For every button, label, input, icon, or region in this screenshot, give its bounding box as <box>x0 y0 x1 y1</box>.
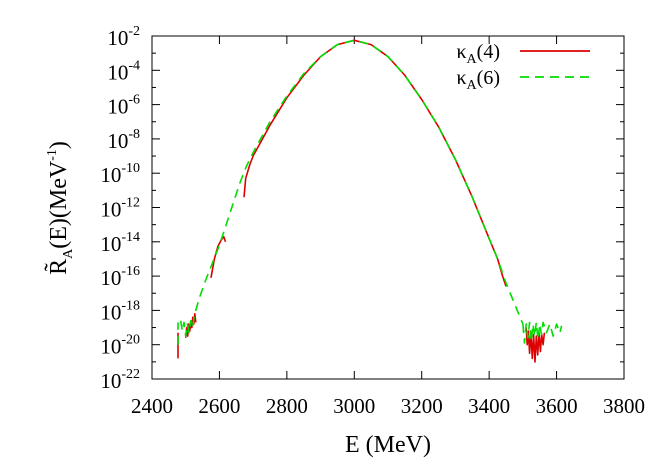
y-tick-label-base: 10 <box>100 369 121 393</box>
y-tick-label: 10-14 <box>100 230 140 256</box>
y-tick-label-exponent: -2 <box>128 24 140 39</box>
series-layer <box>177 39 563 363</box>
y-axis-title-main: R̃ <box>44 259 72 275</box>
y-axis-title-close: ) <box>46 141 72 149</box>
x-tick-label: 2400 <box>131 394 173 418</box>
y-tick-label-base: 10 <box>100 198 121 222</box>
y-tick-label-exponent: -20 <box>121 333 140 348</box>
y-tick-label-base: 10 <box>107 60 128 84</box>
y-tick-label-base: 10 <box>107 26 128 50</box>
y-tick-label: 10-22 <box>100 367 140 393</box>
y-axis-title-rest: (E)(MeV <box>46 160 72 249</box>
plot-frame <box>151 35 625 380</box>
y-tick-label-exponent: -6 <box>128 93 140 108</box>
y-tick-label-exponent: -18 <box>121 298 140 313</box>
y-tick-label-exponent: -22 <box>121 367 140 382</box>
legend-label-kappa6-main: κ <box>456 67 466 89</box>
y-tick-label: 10-20 <box>100 333 140 359</box>
series-kappa6-line <box>179 39 524 337</box>
y-tick-label-exponent: -12 <box>121 196 140 211</box>
legend-label-kappa6: κA(6) <box>456 67 500 93</box>
y-tick-label-base: 10 <box>100 232 121 256</box>
legend-label-kappa6-sub: A <box>467 78 478 93</box>
legend-label-kappa4-sub: A <box>467 52 478 67</box>
y-tick-label: 10-2 <box>107 24 140 50</box>
legend-label-kappa4-main: κ <box>456 41 466 63</box>
y-tick-label-base: 10 <box>100 266 121 290</box>
x-axis-title: E (MeV) <box>345 432 431 458</box>
axis-ticks: 2400 2600 2800 3000 3200 3400 3600 380010-210-4… <box>100 24 645 418</box>
x-tick-label: 3600 <box>536 394 578 418</box>
x-tick-label: 2800 <box>266 394 308 418</box>
x-tick-label: 3400 <box>468 394 510 418</box>
y-tick-label-exponent: -16 <box>121 264 140 279</box>
y-tick-label-exponent: -8 <box>128 127 140 142</box>
y-axis-title-sup: -1 <box>45 149 60 161</box>
series-kappa4-line <box>210 235 227 278</box>
y-tick-label: 10-10 <box>100 161 140 187</box>
y-tick-label-exponent: -4 <box>128 58 140 73</box>
series-kappa4-line <box>525 327 546 363</box>
y-tick-label: 10-12 <box>100 196 140 222</box>
legend-label-kappa4-rest: (4) <box>477 41 500 63</box>
y-tick-label-exponent: -14 <box>121 230 140 245</box>
y-axis-title: R̃A(E)(MeV-1) <box>44 141 76 275</box>
y-tick-label: 10-4 <box>107 58 140 84</box>
y-tick-label-base: 10 <box>100 335 121 359</box>
y-tick-label-exponent: -10 <box>121 161 140 176</box>
y-tick-label: 10-6 <box>107 93 140 119</box>
y-tick-label-base: 10 <box>100 163 121 187</box>
y-axis-title-sub: A <box>61 248 76 259</box>
y-tick-label-base: 10 <box>100 300 121 324</box>
y-tick-label-base: 10 <box>107 95 128 119</box>
x-tick-label: 3800 <box>603 394 645 418</box>
y-tick-label: 10-8 <box>107 127 140 153</box>
x-tick-label: 3200 <box>401 394 443 418</box>
series-kappa6-line <box>522 321 563 344</box>
y-tick-label: 10-16 <box>100 264 140 290</box>
legend-label-kappa4: κA(4) <box>456 41 500 67</box>
legend: κA(4) κA(6) <box>456 41 590 93</box>
x-tick-label: 2600 <box>198 394 240 418</box>
legend-label-kappa6-rest: (6) <box>477 67 500 89</box>
x-tick-label: 3000 <box>333 394 375 418</box>
y-tick-label: 10-18 <box>100 298 140 324</box>
y-tick-label-base: 10 <box>107 129 128 153</box>
